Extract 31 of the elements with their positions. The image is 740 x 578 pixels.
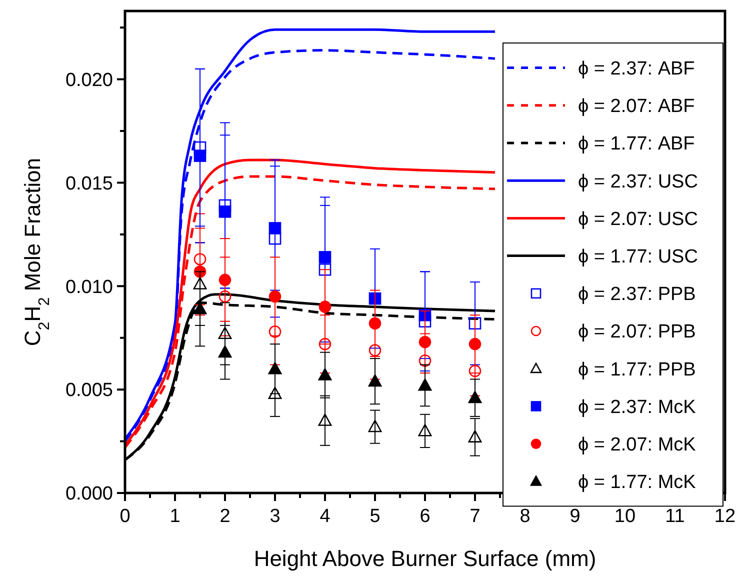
x-tick-label: 12 — [714, 506, 736, 527]
legend-label: ϕ = 2.07: PPB — [578, 322, 696, 343]
y-tick-label: 0.010 — [65, 276, 113, 298]
x-tick-label: 11 — [665, 506, 685, 527]
x-tick-label: 6 — [420, 506, 430, 527]
y-tick-label: 0.015 — [65, 173, 113, 194]
x-tick-label: 7 — [470, 506, 480, 527]
legend-label: ϕ = 2.07: ABF — [578, 96, 695, 118]
x-tick-label: 2 — [220, 506, 230, 527]
legend-label: ϕ = 2.07: McK — [578, 434, 696, 456]
x-tick-label: 3 — [270, 506, 280, 527]
y-tick-label: 0.005 — [65, 380, 113, 402]
legend-label: ϕ = 2.37: USC — [578, 171, 698, 192]
x-axis-title: Height Above Burner Surface (mm) — [254, 546, 596, 571]
legend-label: ϕ = 2.37: ABF — [578, 58, 695, 80]
legend-label: ϕ = 2.07: USC — [578, 208, 698, 230]
x-tick-label: 9 — [570, 506, 580, 527]
y-tick-label: 0.020 — [65, 70, 113, 91]
legend-label: ϕ = 1.77: PPB — [578, 359, 696, 380]
y-tick-label: 0.000 — [65, 484, 113, 505]
legend-label: ϕ = 2.37: PPB — [578, 284, 696, 306]
legend-label: ϕ = 1.77: USC — [578, 246, 698, 268]
x-tick-label: 0 — [120, 506, 130, 527]
x-tick-label: 8 — [520, 506, 530, 527]
legend-label: ϕ = 2.37: McK — [578, 396, 696, 418]
x-tick-label: 4 — [320, 506, 331, 527]
x-tick-label: 10 — [614, 506, 636, 527]
x-tick-label: 1 — [170, 506, 180, 527]
legend-label: ϕ = 1.77: ABF — [578, 134, 695, 155]
x-tick-label: 5 — [370, 506, 380, 527]
legend-label: ϕ = 1.77: McK — [578, 472, 696, 494]
